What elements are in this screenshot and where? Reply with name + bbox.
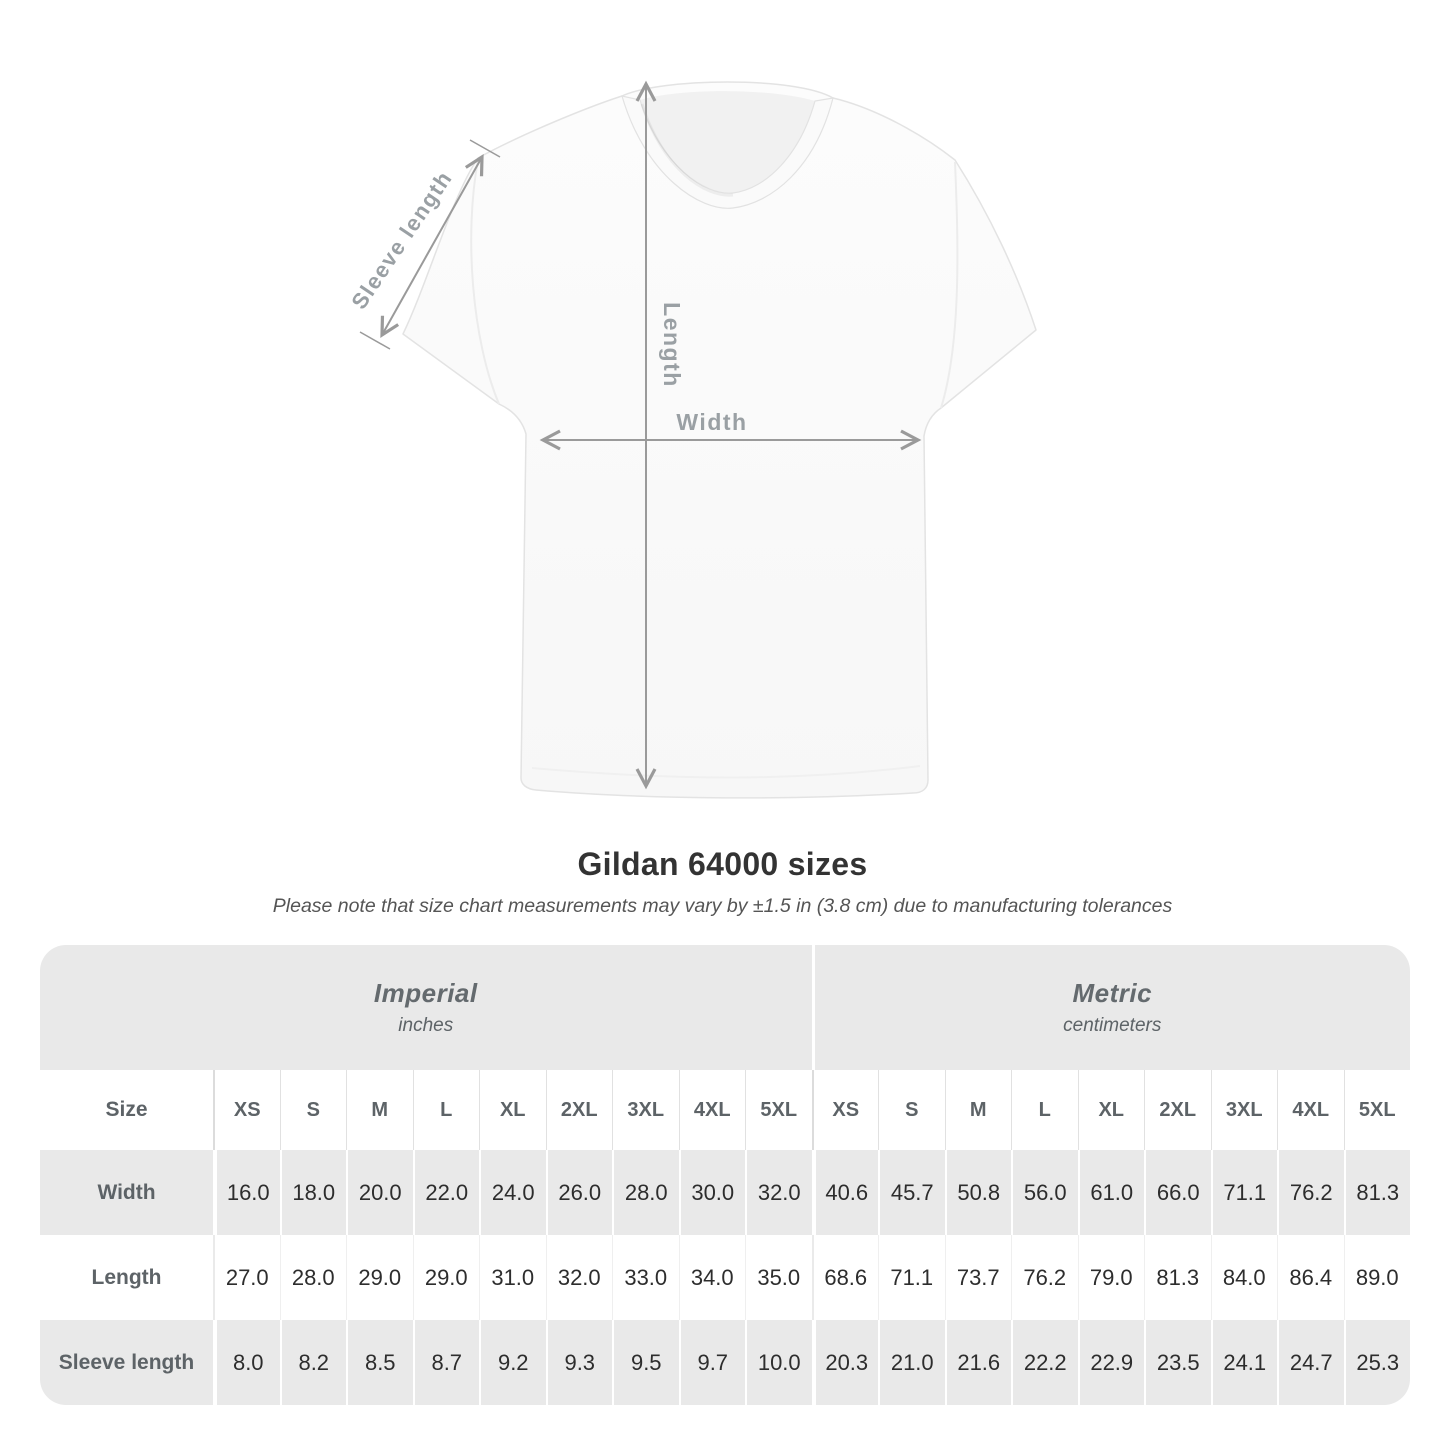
size-value-cell: 22.2 bbox=[1011, 1320, 1078, 1405]
size-value-cell: 8.7 bbox=[412, 1320, 479, 1405]
size-value-cell: 79.0 bbox=[1077, 1235, 1145, 1320]
row-label-length: Length bbox=[91, 1265, 162, 1289]
size-header-cell: XS bbox=[213, 1070, 280, 1150]
sleeve-seam-right bbox=[940, 161, 959, 409]
size-value-cell: 8.5 bbox=[346, 1320, 413, 1405]
sleeve-arrow-endcap-bottom bbox=[359, 331, 391, 350]
size-value-cell: 29.0 bbox=[346, 1235, 413, 1320]
size-corner-header: Size bbox=[105, 1098, 148, 1121]
size-value-cell: 81.3 bbox=[1343, 1150, 1410, 1235]
size-value-cell: 9.3 bbox=[545, 1320, 612, 1405]
width-label: Width bbox=[676, 409, 747, 435]
size-value-cell: 9.2 bbox=[479, 1320, 546, 1405]
size-value-cell: 18.0 bbox=[279, 1150, 346, 1235]
metric-header: Metric centimeters bbox=[811, 945, 1410, 1070]
size-header-cell: 5XL bbox=[1343, 1070, 1411, 1150]
size-value-cell: 71.1 bbox=[878, 1235, 945, 1320]
imperial-label: Imperial bbox=[373, 978, 478, 1008]
size-header-cell: L bbox=[1011, 1070, 1078, 1150]
size-header-cell: 4XL bbox=[1277, 1070, 1344, 1150]
size-value-cell: 29.0 bbox=[412, 1235, 480, 1320]
size-value-cell: 8.2 bbox=[279, 1320, 346, 1405]
length-label: Length bbox=[659, 302, 685, 388]
size-value-cell: 71.1 bbox=[1210, 1150, 1277, 1235]
size-header-cell: XL bbox=[1077, 1070, 1145, 1150]
size-value-cell: 9.7 bbox=[678, 1320, 745, 1405]
size-value-cell: 86.4 bbox=[1277, 1235, 1344, 1320]
metric-label: Metric bbox=[1072, 978, 1153, 1008]
size-value-cell: 76.2 bbox=[1011, 1235, 1078, 1320]
size-value-cell: 76.2 bbox=[1277, 1150, 1344, 1235]
size-header-cell: 3XL bbox=[612, 1070, 679, 1150]
size-header-cell: 4XL bbox=[678, 1070, 746, 1150]
size-value-cell: 22.0 bbox=[412, 1150, 479, 1235]
size-value-cell: 56.0 bbox=[1011, 1150, 1078, 1235]
size-value-cell: 24.1 bbox=[1210, 1320, 1277, 1405]
size-value-cell: 8.0 bbox=[213, 1320, 280, 1405]
size-value-cell: 50.8 bbox=[944, 1150, 1011, 1235]
size-value-cell: 27.0 bbox=[213, 1235, 280, 1320]
size-value-cell: 68.6 bbox=[811, 1235, 879, 1320]
size-note: Please note that size chart measurements… bbox=[272, 895, 1173, 917]
size-value-cell: 31.0 bbox=[479, 1235, 546, 1320]
size-value-cell: 21.6 bbox=[944, 1320, 1011, 1405]
size-header-cell: S bbox=[878, 1070, 945, 1150]
size-value-cell: 35.0 bbox=[745, 1235, 812, 1320]
size-header-cell: 2XL bbox=[1144, 1070, 1211, 1150]
size-value-cell: 23.5 bbox=[1144, 1320, 1211, 1405]
size-header-cell: XS bbox=[811, 1070, 879, 1150]
size-value-cell: 20.3 bbox=[811, 1320, 878, 1405]
size-value-cell: 22.9 bbox=[1077, 1320, 1144, 1405]
size-value-cell: 34.0 bbox=[678, 1235, 746, 1320]
size-value-cell: 66.0 bbox=[1144, 1150, 1211, 1235]
size-value-cell: 89.0 bbox=[1343, 1235, 1411, 1320]
size-value-cell: 25.3 bbox=[1343, 1320, 1410, 1405]
size-value-cell: 28.0 bbox=[612, 1150, 679, 1235]
size-value-cell: 24.7 bbox=[1277, 1320, 1344, 1405]
size-header-cell: 2XL bbox=[545, 1070, 613, 1150]
size-header-cell: L bbox=[412, 1070, 480, 1150]
imperial-unit: inches bbox=[398, 1015, 454, 1036]
size-value-cell: 21.0 bbox=[878, 1320, 945, 1405]
size-value-cell: 40.6 bbox=[811, 1150, 878, 1235]
size-value-cell: 28.0 bbox=[279, 1235, 347, 1320]
size-value-cell: 84.0 bbox=[1210, 1235, 1278, 1320]
size-value-cell: 26.0 bbox=[545, 1150, 612, 1235]
row-label-sleeve-length: Sleeve length bbox=[40, 1320, 213, 1405]
size-value-cell: 20.0 bbox=[346, 1150, 413, 1235]
size-header-cell: M bbox=[944, 1070, 1012, 1150]
tshirt-diagram: Length Width Sleeve length bbox=[346, 80, 1037, 799]
size-value-cell: 32.0 bbox=[745, 1150, 812, 1235]
size-header-cell: 5XL bbox=[745, 1070, 812, 1150]
imperial-header: Imperial inches bbox=[40, 945, 812, 1070]
size-value-cell: 32.0 bbox=[545, 1235, 613, 1320]
size-header-cell: M bbox=[346, 1070, 413, 1150]
size-value-cell: 61.0 bbox=[1077, 1150, 1144, 1235]
size-value-cell: 81.3 bbox=[1144, 1235, 1211, 1320]
tshirt-neck-inside bbox=[640, 91, 815, 194]
size-value-cell: 16.0 bbox=[213, 1150, 280, 1235]
size-header-cell: S bbox=[279, 1070, 347, 1150]
size-value-cell: 33.0 bbox=[612, 1235, 679, 1320]
size-value-cell: 24.0 bbox=[479, 1150, 546, 1235]
size-value-cell: 10.0 bbox=[745, 1320, 812, 1405]
metric-unit: centimeters bbox=[1063, 1015, 1162, 1036]
sleeve-arrow-endcap-top bbox=[469, 139, 501, 158]
size-value-cell: 9.5 bbox=[612, 1320, 679, 1405]
hem-stitch bbox=[531, 765, 921, 779]
size-value-cell: 30.0 bbox=[678, 1150, 745, 1235]
sleeve-length-arrow bbox=[380, 154, 484, 338]
size-header-cell: 3XL bbox=[1210, 1070, 1278, 1150]
size-value-cell: 73.7 bbox=[944, 1235, 1012, 1320]
page-title: Gildan 64000 sizes bbox=[577, 846, 868, 882]
row-label-width: Width bbox=[40, 1150, 213, 1235]
size-value-cell: 45.7 bbox=[878, 1150, 945, 1235]
tshirt-collar bbox=[621, 95, 834, 209]
size-header-cell: XL bbox=[479, 1070, 546, 1150]
size-table: Imperial inches Metric centimeters Size … bbox=[40, 945, 1410, 1405]
